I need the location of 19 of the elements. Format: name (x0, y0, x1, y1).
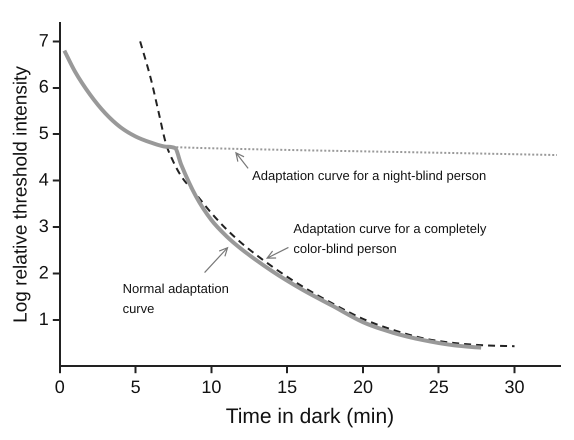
x-tick-label: 5 (130, 376, 141, 397)
y-tick-label: 2 (38, 262, 49, 282)
x-tick-label: 0 (54, 376, 65, 397)
y-tick-label: 5 (38, 123, 49, 144)
x-axis-title: Time in dark (min) (226, 405, 394, 428)
annotation: Adaptation curve for a night-blind person (252, 168, 486, 183)
y-tick-label: 6 (38, 76, 49, 97)
annotation: Normal adaptation curve (122, 281, 229, 316)
x-tick-label: 10 (201, 376, 222, 397)
y-tick-label: 4 (38, 170, 49, 190)
y-tick-label: 3 (38, 216, 49, 236)
x-tick-label: 30 (504, 376, 525, 397)
y-axis-title: Log relative threshold intensity (10, 66, 32, 323)
y-tick-label: 1 (38, 308, 49, 329)
annotation: Adaptation curve for a completely color-blind person (293, 221, 487, 256)
x-tick-label: 15 (277, 376, 298, 397)
x-tick-label: 20 (352, 376, 373, 397)
y-tick-label: 7 (38, 30, 49, 50)
x-tick-label: 25 (428, 376, 449, 397)
